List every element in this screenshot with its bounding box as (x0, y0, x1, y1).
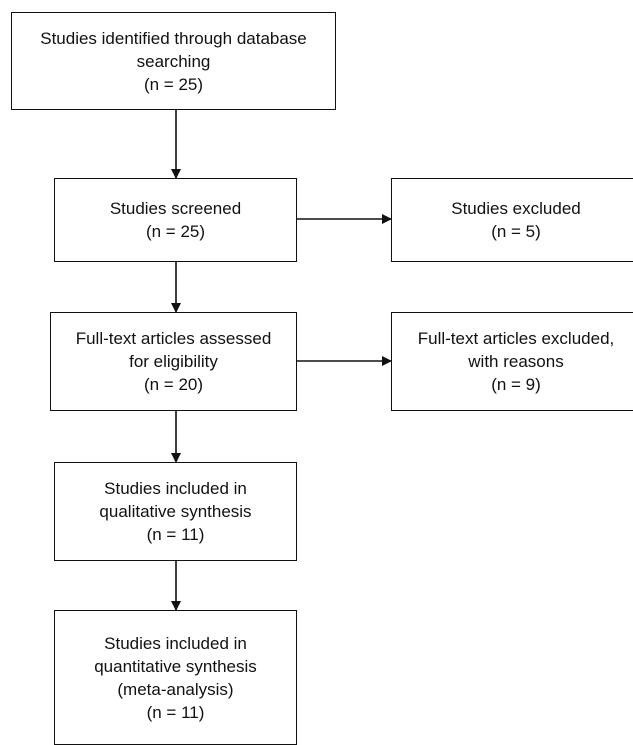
box-fulltext-line-2: for eligibility (129, 352, 218, 371)
box-identified-line-2: searching (136, 51, 211, 71)
box-quantitative-line-1: Studies included in (104, 633, 247, 653)
box-qualitative-line-2: qualitative synthesis (99, 502, 252, 521)
box-fulltext-excluded-line-3: (n = 9) (491, 375, 541, 394)
box-identified-line-1: Studies identified through database (40, 28, 307, 48)
box-excluded-line-1: Studies excluded (451, 199, 581, 218)
box-quantitative-line-2: quantitative synthesis (94, 656, 257, 676)
box-studies-excluded: Studies excluded (n = 5) (391, 178, 633, 262)
box-quantitative-line-4: (n = 11) (146, 702, 205, 722)
box-studies-screened: Studies screened (n = 25) (54, 178, 297, 262)
box-studies-identified: Studies identified through database sear… (11, 12, 336, 110)
box-fulltext-excluded: Full-text articles excluded, with reason… (391, 312, 633, 411)
box-qualitative-synthesis: Studies included in qualitative synthesi… (54, 462, 297, 561)
box-fulltext-excluded-line-2: with reasons (468, 352, 564, 371)
box-qualitative-line-1: Studies included in (104, 479, 247, 498)
box-fulltext-excluded-line-1: Full-text articles excluded, (417, 329, 615, 348)
box-quantitative-line-3: (meta-analysis) (117, 679, 234, 699)
box-excluded-line-2: (n = 5) (491, 222, 541, 241)
box-fulltext-line-1: Full-text articles assessed (75, 329, 272, 348)
box-quantitative-synthesis: Studies included in quantitative synthes… (54, 610, 297, 745)
box-screened-line-1: Studies screened (109, 199, 242, 218)
box-fulltext-line-3: (n = 20) (143, 375, 204, 394)
box-fulltext-assessed: Full-text articles assessed for eligibil… (50, 312, 297, 411)
box-qualitative-line-3: (n = 11) (146, 525, 205, 544)
box-identified-line-3: (n = 25) (143, 74, 204, 94)
box-screened-line-2: (n = 25) (145, 222, 206, 241)
